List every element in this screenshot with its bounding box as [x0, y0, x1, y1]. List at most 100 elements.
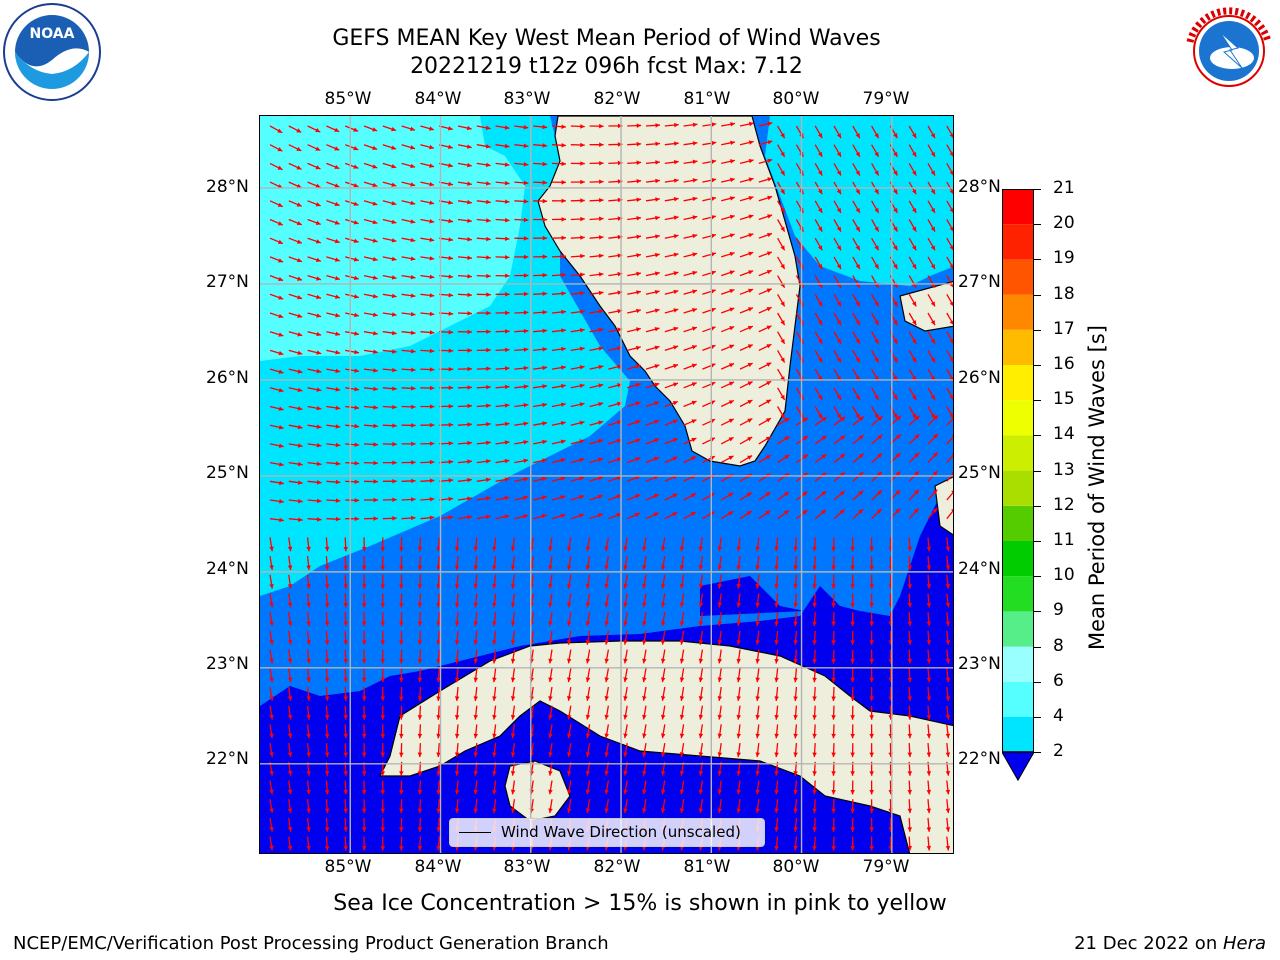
- wave-arrow-head: [736, 752, 741, 757]
- wave-arrow-head: [945, 602, 951, 608]
- wave-arrow-head: [561, 291, 566, 296]
- wave-arrow-head: [729, 177, 735, 183]
- wave-arrow-head: [560, 476, 566, 482]
- wave-arrow-head: [831, 846, 836, 851]
- wave-arrow-head: [306, 696, 311, 701]
- wave-arrow-head: [467, 181, 472, 186]
- wave-arrow-head: [766, 344, 772, 349]
- wave-arrow-head: [642, 677, 647, 683]
- wave-arrow-head: [417, 565, 423, 571]
- wave-arrow-head: [454, 621, 460, 627]
- wave-arrow-head: [315, 146, 321, 151]
- wave-arrow-head: [728, 418, 734, 423]
- wave-arrow-head: [893, 338, 898, 344]
- wave-arrow-head: [297, 387, 303, 393]
- wave-arrow-head: [855, 189, 860, 195]
- colorbar-tick-mark: [1034, 435, 1041, 437]
- wave-arrow-head: [277, 239, 283, 244]
- wave-arrow-head: [793, 621, 798, 627]
- wave-arrow-head: [399, 565, 404, 571]
- wave-arrow-head: [316, 461, 322, 467]
- wave-arrow-head: [353, 146, 359, 151]
- wave-arrow-head: [780, 133, 785, 139]
- wave-arrow-head: [580, 216, 585, 222]
- wave-arrow-head: [907, 546, 913, 552]
- wave-arrow-head: [748, 140, 754, 145]
- wave-arrow-head: [485, 459, 491, 464]
- wave-arrow-head: [818, 301, 823, 307]
- wave-arrow-head: [930, 338, 935, 344]
- wave-arrow-head: [893, 245, 898, 251]
- wave-arrow-head: [945, 808, 951, 814]
- wave-arrow-head: [436, 640, 441, 645]
- wave-arrow-head: [654, 438, 660, 443]
- wave-arrow-head: [324, 752, 330, 758]
- wave-arrow-head: [277, 165, 283, 170]
- wave-arrow-head: [399, 808, 404, 814]
- wave-arrow-head: [316, 405, 322, 411]
- wave-arrow-head: [473, 565, 479, 571]
- wave-arrow-head: [660, 770, 666, 776]
- wave-arrow-head: [324, 845, 330, 851]
- wave-arrow-head: [436, 715, 441, 720]
- wave-arrow-head: [306, 771, 311, 776]
- wave-arrow-head: [692, 178, 698, 183]
- wave-arrow-head: [296, 165, 302, 170]
- wave-arrow-head: [335, 387, 341, 392]
- wave-arrow-head: [523, 514, 528, 519]
- wave-arrow-head: [399, 677, 404, 683]
- wave-arrow-head: [278, 295, 284, 300]
- wave-arrow-head: [448, 348, 454, 353]
- wave-arrow-head: [869, 827, 874, 832]
- wave-arrow-head: [391, 312, 397, 317]
- wave-arrow-head: [803, 436, 808, 441]
- wave-arrow-head: [448, 459, 454, 465]
- wave-arrow-head: [542, 143, 548, 148]
- wave-arrow-head: [410, 145, 416, 150]
- wave-arrow-head: [729, 270, 735, 275]
- wave-arrow-head: [912, 320, 917, 326]
- wave-arrow-head: [372, 293, 378, 299]
- wave-arrow-head: [818, 207, 823, 213]
- wave-arrow-head: [831, 771, 836, 776]
- wave-arrow-head: [523, 440, 529, 445]
- wave-arrow-head: [812, 640, 817, 645]
- wave-arrow-head: [623, 621, 628, 626]
- wave-arrow-head: [895, 434, 901, 440]
- wave-arrow-head: [354, 479, 360, 485]
- wave-arrow-head: [467, 385, 472, 390]
- wave-arrow-head: [485, 162, 491, 168]
- wave-arrow-head: [673, 308, 679, 313]
- wave-arrow-head: [949, 395, 953, 400]
- wave-arrow-head: [354, 498, 360, 503]
- wave-arrow-head: [672, 401, 678, 406]
- wave-arrow-head: [492, 602, 497, 608]
- wave-arrow-head: [436, 602, 441, 608]
- wave-arrow-head: [467, 236, 472, 242]
- wave-arrow-head: [561, 254, 566, 259]
- wave-arrow-head: [945, 677, 951, 683]
- wave-arrow-head: [566, 621, 572, 627]
- wave-arrow-head: [467, 292, 472, 298]
- wave-arrow-head: [269, 752, 274, 757]
- wave-arrow-head: [492, 546, 497, 552]
- wave-arrow-head: [296, 220, 302, 226]
- wave-arrow-head: [679, 714, 685, 720]
- wave-arrow-head: [765, 455, 771, 460]
- colorbar-tick-label: 21: [1053, 178, 1075, 198]
- wave-arrow-head: [654, 364, 660, 369]
- wave-arrow-head: [436, 677, 441, 683]
- wave-arrow-head: [410, 367, 416, 373]
- wave-arrow-head: [485, 125, 491, 131]
- wave-arrow-head: [730, 122, 735, 127]
- wave-arrow-head: [912, 207, 917, 213]
- period-fill-4-6-east: [765, 116, 953, 286]
- wave-arrow-head: [585, 677, 591, 683]
- wave-arrow-head: [821, 454, 827, 459]
- wave-arrow-head: [580, 124, 585, 129]
- wave-arrow-head: [855, 413, 860, 419]
- wave-arrow-head: [580, 290, 585, 296]
- wave-arrow-head: [585, 583, 591, 589]
- wave-arrow-head: [623, 733, 628, 739]
- wave-arrow-head: [548, 621, 553, 627]
